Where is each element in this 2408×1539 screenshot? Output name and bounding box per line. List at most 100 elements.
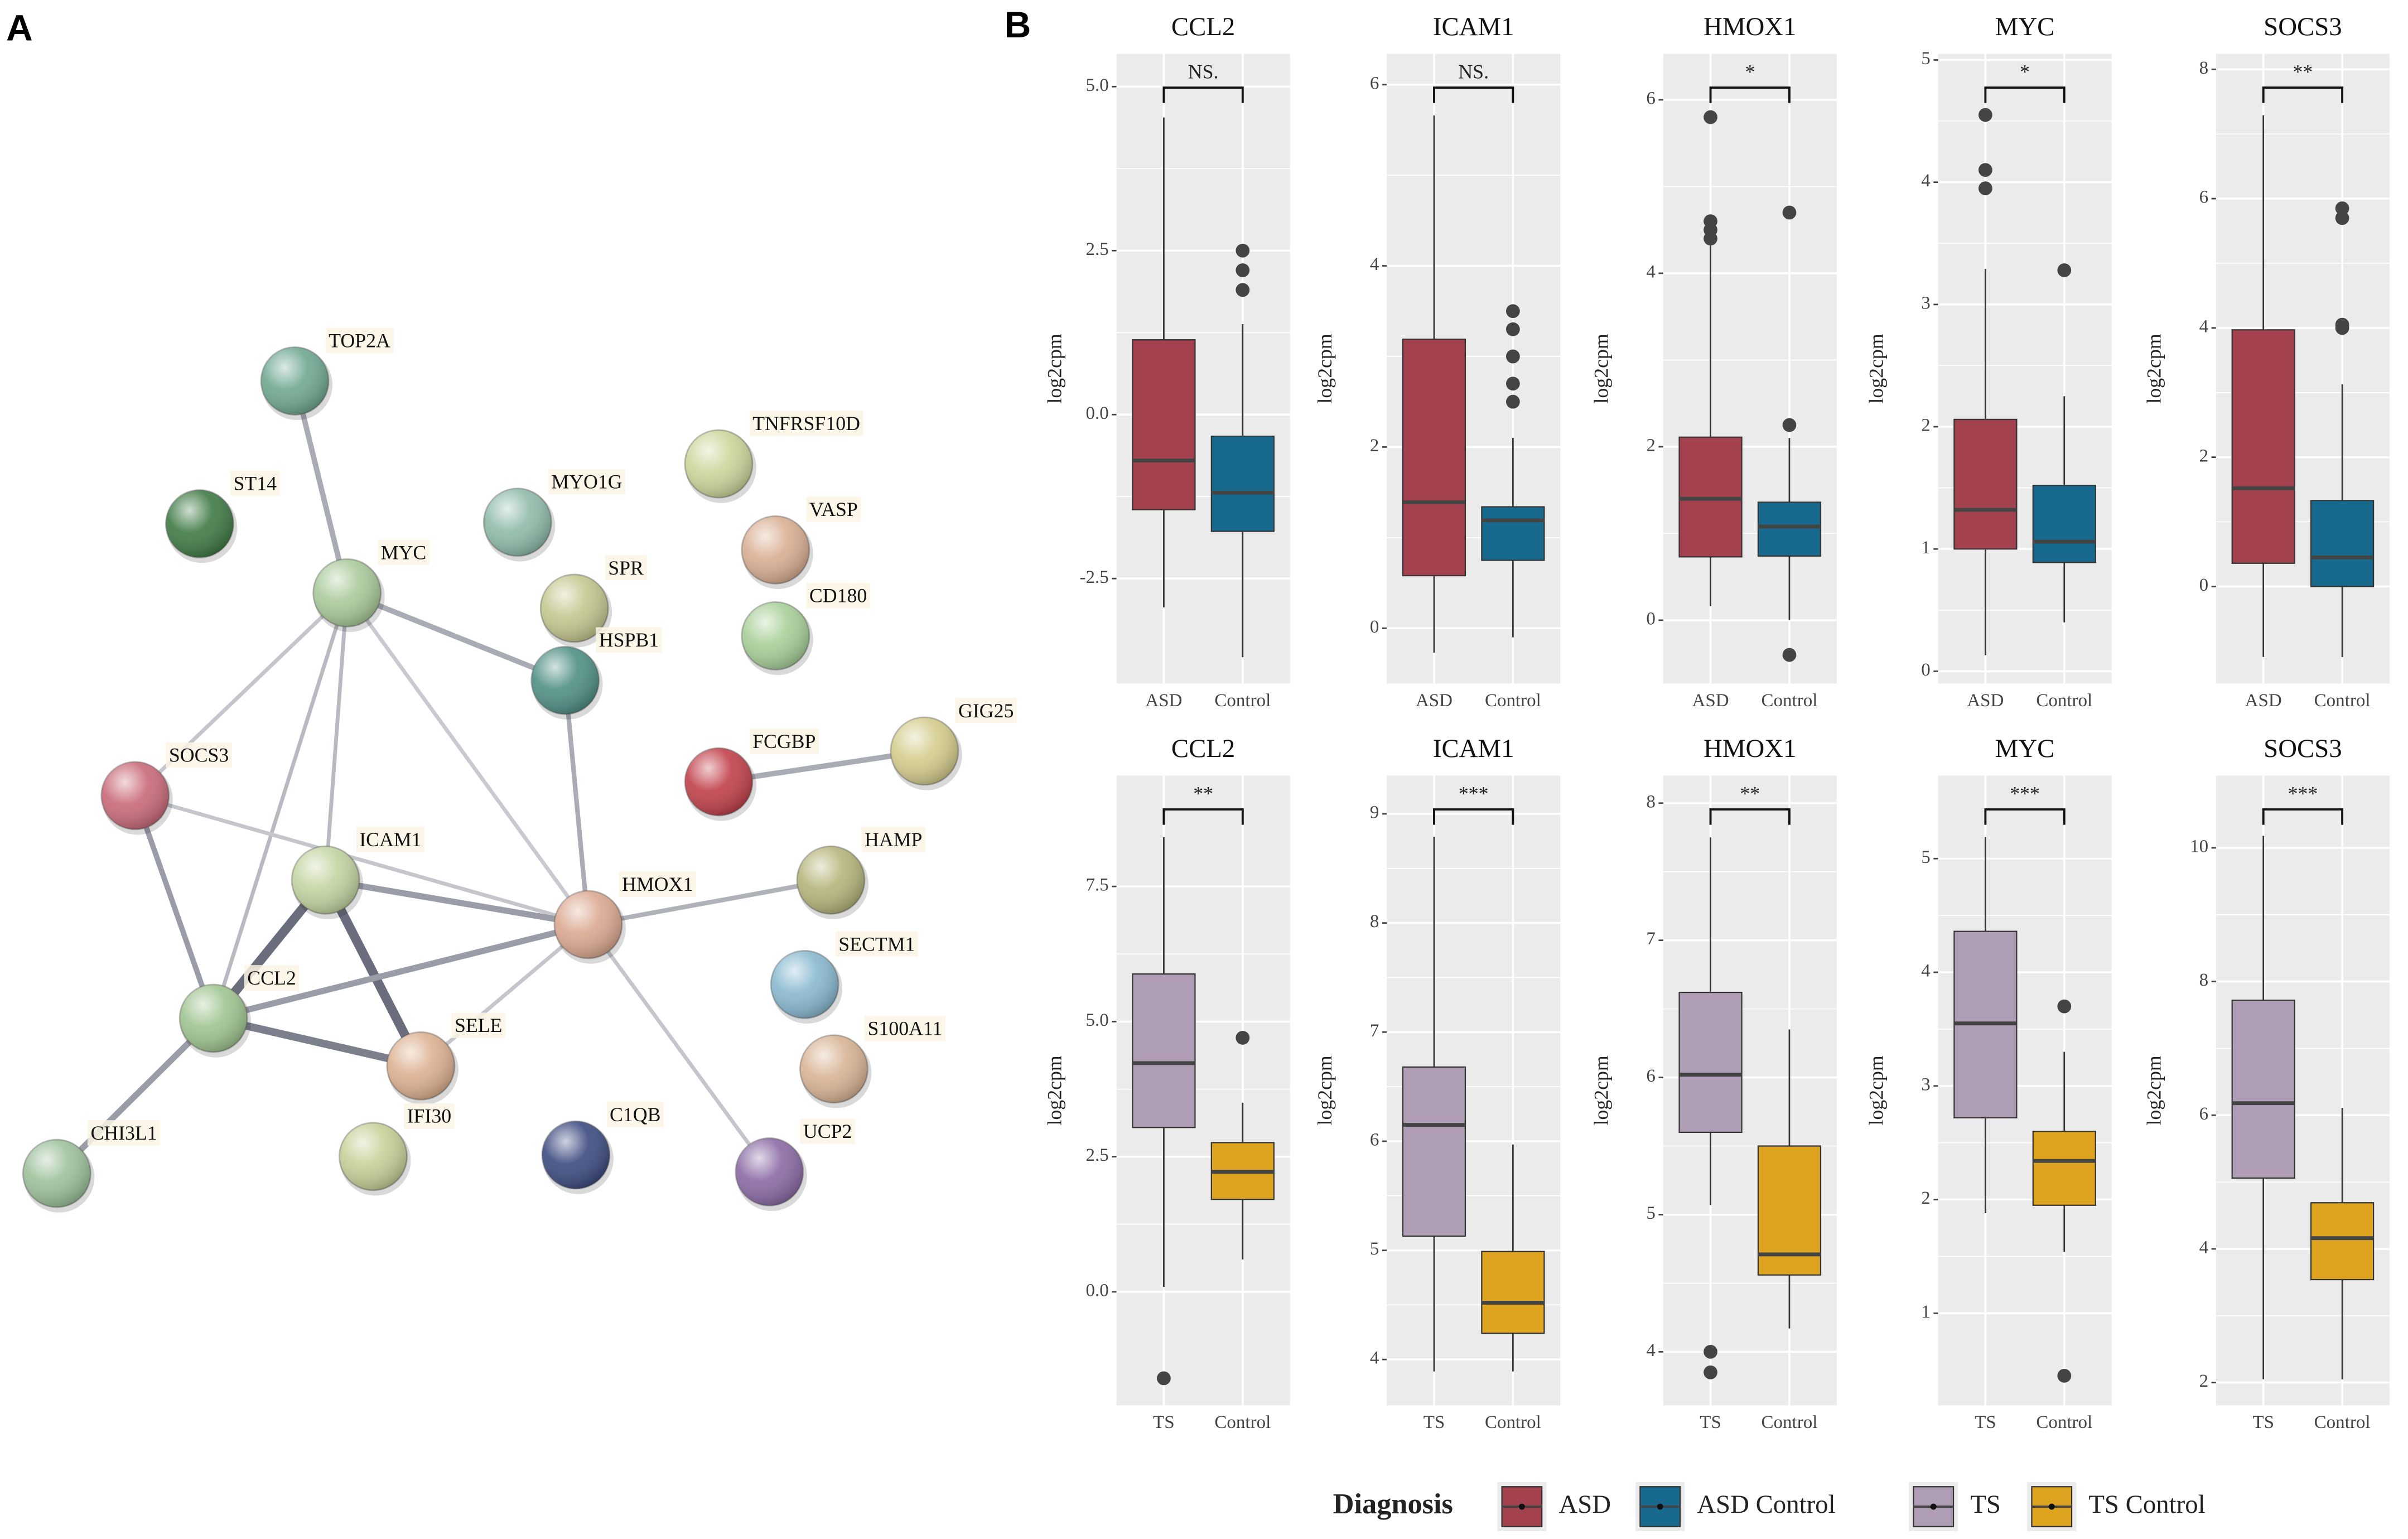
legend-label: ASD: [1558, 1490, 1611, 1519]
node-shine: [554, 891, 622, 959]
y-axis-label: log2cpm: [2143, 334, 2165, 403]
y-tick-label: 8: [2199, 58, 2209, 78]
significance-label: ***: [2010, 783, 2040, 805]
box: [1678, 991, 1743, 1133]
outlier: [1506, 394, 1520, 409]
box: [1402, 339, 1466, 577]
significance-label: *: [2020, 61, 2030, 83]
node-label-bg: [404, 1103, 455, 1129]
y-tick-label: 2: [2199, 1371, 2209, 1391]
x-tick-label: Control: [1762, 691, 1818, 711]
x-tick-label: Control: [1762, 1412, 1818, 1432]
y-tick-label: 6: [1370, 73, 1379, 93]
network-edge: [346, 590, 566, 683]
y-tick-label: 2: [1921, 416, 1931, 436]
network-edge: [54, 1016, 216, 1176]
node-label-bg: [548, 469, 626, 495]
node-label-bg: [749, 411, 863, 436]
legend-label: ASD Control: [1697, 1490, 1835, 1519]
y-axis-label: log2cpm: [1865, 1055, 1887, 1125]
chart-title: ICAM1: [1433, 12, 1514, 41]
box: [2032, 1131, 2096, 1206]
node-label: SELE: [455, 1014, 502, 1036]
node-shine: [484, 488, 552, 556]
node-label: TOP2A: [329, 329, 390, 351]
y-tick-label: 2: [1646, 435, 1656, 455]
legend-label: TS Control: [2088, 1490, 2205, 1519]
x-tick-label: ASD: [2245, 691, 2282, 711]
x-tick-label: Control: [2314, 691, 2371, 711]
y-tick-label: 0.0: [1086, 403, 1109, 423]
node-label: CD180: [809, 584, 867, 606]
box: [1210, 435, 1275, 532]
chart-title: SOCS3: [2264, 12, 2342, 41]
legend-key-dot: [1657, 1503, 1663, 1510]
box: [1132, 973, 1196, 1128]
plot-background: [1663, 54, 1837, 684]
node-label-bg: [865, 1016, 945, 1041]
box: [1132, 339, 1196, 510]
node-label: C1QB: [610, 1103, 660, 1126]
legend-key-dot: [2048, 1503, 2055, 1510]
significance-label: **: [1740, 783, 1760, 805]
significance-bracket: [2262, 86, 2344, 103]
significance-label: NS.: [1188, 61, 1219, 83]
node-shine: [741, 602, 809, 670]
significance-label: **: [1193, 783, 1213, 805]
outlier: [1506, 377, 1520, 391]
y-tick-label: 0: [2199, 575, 2209, 595]
x-tick-label: TS: [1153, 1412, 1175, 1432]
significance-bracket: [1709, 86, 1791, 103]
network-edge: [563, 680, 591, 925]
legend-key-dot: [1518, 1503, 1525, 1510]
node-label: HMOX1: [622, 873, 693, 895]
y-tick-label: 8: [1646, 792, 1656, 812]
node-label-bg: [955, 698, 1017, 723]
y-tick-label: -2.5: [1080, 567, 1109, 587]
node-shine: [387, 1032, 455, 1100]
chart-title: CCL2: [1171, 734, 1235, 763]
y-tick-label: 6: [1646, 88, 1656, 108]
network-edge: [718, 748, 925, 785]
node-label-bg: [166, 742, 232, 768]
x-tick-label: TS: [1700, 1412, 1721, 1432]
y-tick-label: 7: [1370, 1021, 1379, 1041]
network-edge: [419, 923, 590, 1068]
x-tick-label: ASD: [1967, 691, 2004, 711]
x-tick-label: Control: [2314, 1412, 2371, 1432]
significance-label: ***: [1459, 783, 1489, 805]
node-label: ST14: [233, 472, 277, 494]
outlier: [1236, 1031, 1250, 1045]
node-label: GIG25: [958, 699, 1014, 722]
node-shine: [684, 747, 753, 816]
node-label: HAMP: [865, 828, 922, 851]
node-shine: [292, 846, 360, 914]
node-shine: [684, 430, 753, 498]
y-tick-label: 0: [1646, 609, 1656, 629]
box: [2231, 1000, 2295, 1179]
outlier: [1236, 283, 1250, 297]
y-tick-label: 4: [1370, 1348, 1379, 1368]
x-tick-label: TS: [1975, 1412, 1996, 1432]
y-tick-label: 4: [1921, 171, 1931, 191]
network-edge: [292, 380, 350, 594]
node-shine: [541, 574, 609, 642]
y-tick-label: 4: [1370, 254, 1379, 274]
node-label-bg: [451, 1012, 505, 1039]
x-tick-label: TS: [2252, 1412, 2274, 1432]
node-shine: [771, 951, 839, 1019]
significance-bracket: [1162, 808, 1244, 825]
y-tick-label: 6: [2199, 187, 2209, 208]
outlier: [1157, 1371, 1171, 1386]
node-label: ICAM1: [359, 828, 421, 851]
legend-key-dot: [1930, 1503, 1937, 1510]
outlier: [1704, 1365, 1717, 1379]
network-edge: [213, 1014, 422, 1070]
outlier: [2057, 999, 2072, 1014]
significance-label: **: [2293, 61, 2313, 83]
node-shine: [180, 984, 248, 1053]
node-label: MYO1G: [551, 471, 622, 493]
chart-title: HMOX1: [1704, 734, 1796, 763]
panel-label: A: [6, 8, 33, 49]
